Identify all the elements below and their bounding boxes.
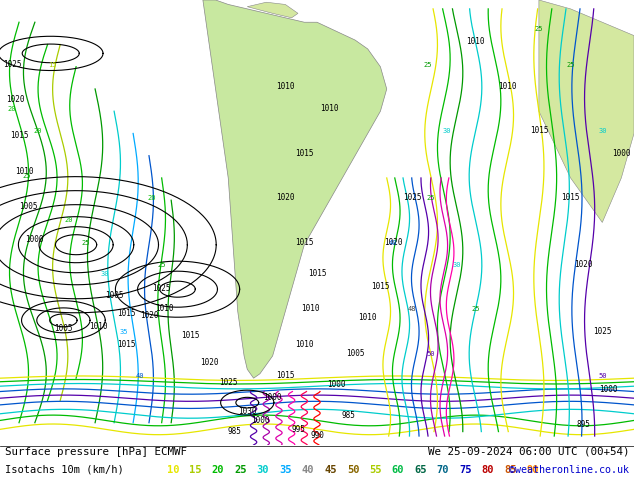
Text: 20: 20 <box>34 128 42 134</box>
Text: 1020: 1020 <box>574 260 593 269</box>
Text: 25: 25 <box>157 262 166 268</box>
Text: 1015: 1015 <box>276 371 295 380</box>
Text: 1010: 1010 <box>301 304 320 314</box>
Text: 85: 85 <box>504 465 517 475</box>
Text: 1005: 1005 <box>105 291 124 300</box>
Text: 1005: 1005 <box>346 349 365 358</box>
Text: We 25-09-2024 06:00 UTC (00+54): We 25-09-2024 06:00 UTC (00+54) <box>427 447 629 457</box>
Text: 20: 20 <box>148 195 157 201</box>
Text: 1010: 1010 <box>320 104 339 113</box>
Text: 1000: 1000 <box>327 380 346 389</box>
Text: 1005: 1005 <box>19 202 38 211</box>
Text: 55: 55 <box>369 465 382 475</box>
Text: 65: 65 <box>414 465 427 475</box>
Text: 1010: 1010 <box>15 167 34 175</box>
Text: 1000: 1000 <box>250 416 269 425</box>
Text: 30: 30 <box>443 128 451 134</box>
Text: 30: 30 <box>598 128 607 134</box>
Text: 1010: 1010 <box>358 313 377 322</box>
Text: 1020: 1020 <box>200 358 219 367</box>
Text: 30: 30 <box>100 271 109 277</box>
Text: 1015: 1015 <box>10 131 29 140</box>
Text: 1000: 1000 <box>25 236 44 245</box>
Text: 1025: 1025 <box>3 60 22 69</box>
Text: 1010: 1010 <box>498 82 517 91</box>
Text: 1010: 1010 <box>276 82 295 91</box>
Text: 1010: 1010 <box>466 38 485 47</box>
Text: 15: 15 <box>48 62 56 68</box>
Text: 70: 70 <box>437 465 450 475</box>
Text: 25: 25 <box>427 195 436 201</box>
Text: 25: 25 <box>234 465 247 475</box>
Text: 75: 75 <box>459 465 472 475</box>
Text: 1015: 1015 <box>371 282 390 291</box>
Text: 995: 995 <box>291 424 305 434</box>
Text: 50: 50 <box>598 373 607 379</box>
Text: 48: 48 <box>408 306 417 313</box>
Text: 35: 35 <box>279 465 292 475</box>
Text: 40: 40 <box>302 465 314 475</box>
Text: 1010: 1010 <box>89 322 108 331</box>
Text: 1015: 1015 <box>117 309 136 318</box>
Text: 1025: 1025 <box>403 193 422 202</box>
Polygon shape <box>539 0 634 222</box>
Text: 1020: 1020 <box>276 193 295 202</box>
Text: 25: 25 <box>22 173 31 179</box>
Text: 30: 30 <box>452 262 461 268</box>
Text: 1020: 1020 <box>384 238 403 246</box>
Text: 1010: 1010 <box>295 340 314 349</box>
Text: 80: 80 <box>482 465 495 475</box>
Text: 15: 15 <box>190 465 202 475</box>
Text: 25: 25 <box>471 306 480 313</box>
Text: 30: 30 <box>257 465 269 475</box>
Text: 1030: 1030 <box>238 407 257 416</box>
Text: 1020: 1020 <box>6 96 25 104</box>
Text: 985: 985 <box>342 411 356 420</box>
Text: 1015: 1015 <box>295 149 314 158</box>
Text: 1015: 1015 <box>181 331 200 340</box>
Text: 1015: 1015 <box>117 340 136 349</box>
Text: 60: 60 <box>392 465 404 475</box>
Text: 50: 50 <box>347 465 359 475</box>
Text: 1025: 1025 <box>219 378 238 387</box>
Polygon shape <box>203 0 387 378</box>
Polygon shape <box>247 2 298 18</box>
Text: 20: 20 <box>212 465 224 475</box>
Text: 50: 50 <box>427 351 436 357</box>
Text: 1015: 1015 <box>307 269 327 278</box>
Text: 25: 25 <box>534 26 543 32</box>
Text: 1015: 1015 <box>529 126 548 135</box>
Text: 20: 20 <box>7 106 16 112</box>
Text: 90: 90 <box>527 465 540 475</box>
Text: 10: 10 <box>167 465 179 475</box>
Text: 1015: 1015 <box>295 238 314 246</box>
Text: 1025: 1025 <box>593 327 612 336</box>
Text: Surface pressure [hPa] ECMWF: Surface pressure [hPa] ECMWF <box>5 447 187 457</box>
Text: 45: 45 <box>324 465 337 475</box>
Text: 895: 895 <box>576 420 590 429</box>
Text: 25: 25 <box>81 240 90 245</box>
Text: 990: 990 <box>310 431 324 440</box>
Text: 1015: 1015 <box>561 193 580 202</box>
Text: 35: 35 <box>119 329 128 335</box>
Text: 1000: 1000 <box>612 149 631 158</box>
Text: 20: 20 <box>64 218 73 223</box>
Text: 1005: 1005 <box>54 324 73 334</box>
Text: 25: 25 <box>424 62 432 68</box>
Text: Isotachs 10m (km/h): Isotachs 10m (km/h) <box>5 465 124 475</box>
Text: ©weatheronline.co.uk: ©weatheronline.co.uk <box>509 465 629 475</box>
Text: 40: 40 <box>389 240 398 245</box>
Text: 1010: 1010 <box>155 304 174 314</box>
Text: 1020: 1020 <box>139 311 158 320</box>
Text: 40: 40 <box>135 373 144 379</box>
Text: 985: 985 <box>228 427 242 436</box>
Text: 1025: 1025 <box>152 284 171 294</box>
Text: 1000: 1000 <box>263 393 282 402</box>
Text: 1000: 1000 <box>599 385 618 393</box>
Text: 25: 25 <box>566 62 575 68</box>
